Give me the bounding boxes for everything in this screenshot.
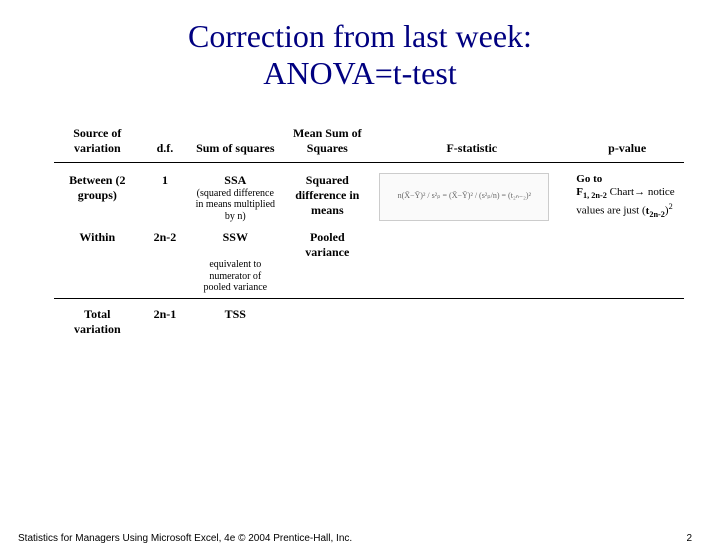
between-df: 1: [141, 162, 190, 226]
anova-table: Source of variation d.f. Sum of squares …: [54, 122, 684, 341]
header-source: Source of variation: [54, 122, 141, 163]
within-ssq-cell: SSW equivalent to numerator of pooled va…: [189, 226, 281, 298]
total-df: 2n-1: [141, 298, 190, 341]
within-mssq: Pooled variance: [281, 226, 373, 298]
header-ssq: Sum of squares: [189, 122, 281, 163]
between-mssq: Squared difference in means: [281, 162, 373, 226]
header-mssq: Mean Sum of Squares: [281, 122, 373, 163]
within-ssq-desc: equivalent to numerator of pooled varian…: [195, 259, 275, 294]
total-ssq: TSS: [189, 298, 281, 341]
between-label: Between (2 groups): [54, 162, 141, 226]
title-line1: Correction from last week:: [188, 18, 532, 54]
between-ssq-cell: SSA (squared difference in means multipl…: [189, 162, 281, 226]
table-header-row: Source of variation d.f. Sum of squares …: [54, 122, 684, 163]
total-label: Total variation: [54, 298, 141, 341]
between-ssq-desc: (squared difference in means multiplied …: [195, 188, 275, 223]
pvalue-cell: Go to F1, 2n-2 Chart→ notice values are …: [570, 162, 684, 298]
total-row: Total variation 2n-1 TSS: [54, 298, 684, 341]
header-fstat: F-statistic: [373, 122, 570, 163]
within-label: Within: [54, 226, 141, 298]
within-df: 2n-2: [141, 226, 190, 298]
pval-goto: Go to: [576, 173, 678, 187]
between-ssq-label: SSA: [195, 173, 275, 188]
page-number: 2: [686, 533, 692, 544]
between-fstat-cell: n(X̄−Ȳ)² / s²ₚ = (X̄−Ȳ)² / (s²ₚ/n) = (t₂…: [373, 162, 570, 298]
anova-table-container: Source of variation d.f. Sum of squares …: [54, 122, 684, 341]
slide-title: Correction from last week: ANOVA=t-test: [0, 18, 720, 92]
header-df: d.f.: [141, 122, 190, 163]
header-pval: p-value: [570, 122, 684, 163]
between-row: Between (2 groups) 1 SSA (squared differ…: [54, 162, 684, 226]
within-ssq-label: SSW: [195, 230, 275, 245]
title-line2: ANOVA=t-test: [263, 55, 456, 91]
fstat-formula-image: n(X̄−Ȳ)² / s²ₚ = (X̄−Ȳ)² / (s²ₚ/n) = (t₂…: [379, 173, 549, 221]
pval-text: F1, 2n-2 Chart→ notice values are just (…: [576, 186, 678, 220]
slide-footer: Statistics for Managers Using Microsoft …: [18, 533, 352, 544]
